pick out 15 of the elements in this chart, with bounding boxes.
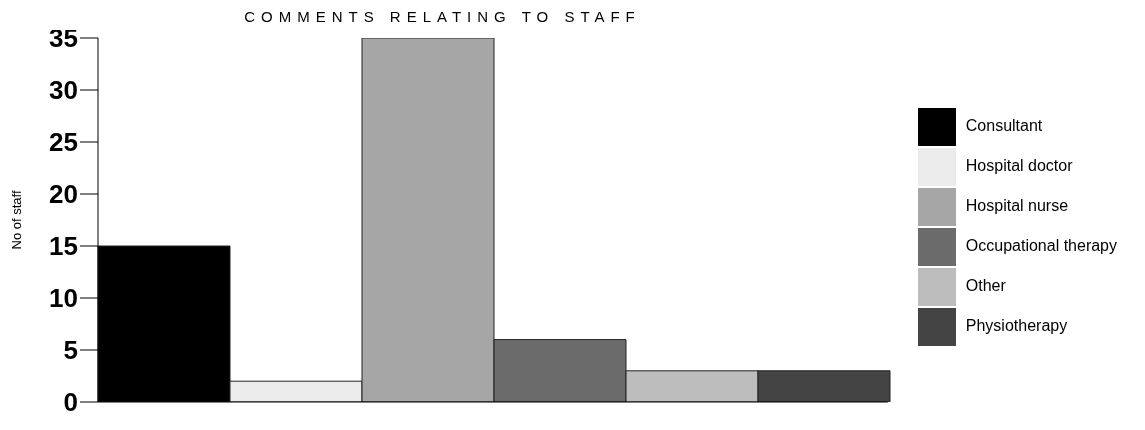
legend-label: Consultant [965,117,1043,134]
y-tick-label: 20 [49,179,78,210]
legend-label: Hospital doctor [965,157,1073,174]
y-axis-title: No of staff [8,190,24,250]
legend-label: Hospital nurse [965,197,1069,214]
y-tick-label: 15 [49,231,78,262]
y-tick-label: 30 [49,75,78,106]
y-tick-label: 25 [49,127,78,158]
y-tick-label: 0 [63,387,78,418]
y-tick-label: 5 [63,335,78,366]
legend-label: Other [965,277,1006,294]
y-tick-label: 10 [49,283,78,314]
legend-label: Physiotherapy [965,317,1068,334]
legend-label: Occupational therapy [965,237,1117,254]
chart-title: COMMENTS RELATING TO STAFF [244,8,641,25]
